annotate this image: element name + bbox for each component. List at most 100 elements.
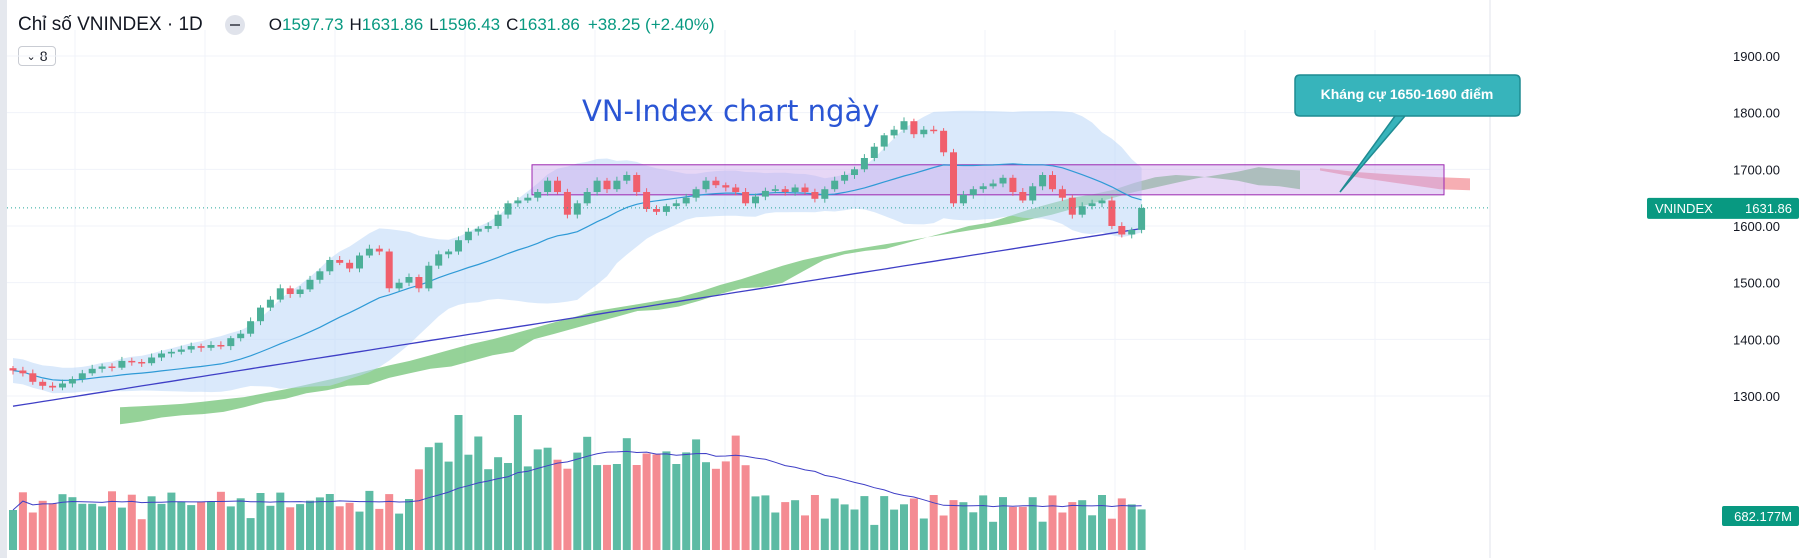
volume-bar (38, 500, 47, 550)
candle-body (593, 180, 601, 192)
symbol-title[interactable]: Chỉ số VNINDEX · 1D (18, 14, 203, 35)
candle (316, 268, 324, 284)
long-ma-line (12, 227, 1142, 407)
volume-bar (504, 463, 512, 550)
volume-bar (68, 497, 77, 550)
volume-bar (909, 498, 918, 550)
volume-bar (563, 468, 572, 550)
volume-bar (1048, 495, 1057, 550)
candle (276, 284, 284, 303)
y-tick-label: 1300.00 (1733, 389, 1780, 404)
candle-body (474, 228, 482, 232)
candle (504, 200, 512, 219)
volume-bar (98, 506, 107, 550)
candle (1058, 185, 1066, 202)
volume-bar (969, 512, 978, 550)
candle (860, 154, 868, 173)
volume-bar (177, 501, 186, 550)
candle (1009, 174, 1017, 196)
volume-bar (365, 490, 374, 550)
candle (385, 248, 393, 293)
volume-bar (513, 415, 522, 550)
candle (346, 259, 354, 273)
candle-body (187, 346, 195, 350)
candle-body (9, 368, 17, 371)
candle-body (425, 265, 433, 289)
candle (326, 256, 334, 275)
candle-body (1039, 175, 1047, 187)
candle (880, 133, 888, 151)
candle-body (950, 152, 957, 204)
candle (732, 184, 740, 196)
candle (811, 188, 819, 203)
candle-body (19, 370, 27, 374)
volume-bar (731, 435, 740, 550)
volume-bar (315, 497, 324, 550)
candle (1098, 198, 1106, 208)
candle (336, 256, 344, 266)
volume-bar (919, 518, 928, 550)
candle-body (860, 158, 868, 170)
candle-body (643, 192, 651, 209)
volume-bar (662, 451, 671, 550)
candles (9, 117, 1146, 391)
volume-bar (157, 503, 166, 550)
candle-body (435, 254, 443, 266)
candle (989, 179, 997, 189)
bollinger-band (13, 110, 1142, 394)
candle-body (118, 360, 126, 368)
candle (395, 278, 403, 291)
volume-bar (286, 507, 295, 550)
candle-body (524, 197, 532, 201)
candle-body (692, 189, 700, 198)
candle (890, 125, 898, 139)
volume-bar (533, 449, 542, 550)
candle-body (1009, 177, 1017, 192)
volume-bar (414, 469, 423, 550)
candle-body (702, 180, 710, 190)
candle-body (534, 192, 542, 198)
volume-bar (1058, 512, 1067, 550)
chart-title: VN-Index chart ngày (582, 94, 879, 128)
volume-bar (583, 436, 592, 550)
candle-body (405, 277, 413, 283)
candle (781, 186, 789, 196)
volume-bar (9, 510, 17, 550)
volume-bar (58, 494, 67, 550)
candle (554, 176, 561, 195)
volume-bar (860, 496, 869, 550)
candle (148, 353, 156, 366)
volume-bar (494, 457, 503, 550)
candle-body (1098, 200, 1106, 204)
eye-icon[interactable] (224, 15, 245, 35)
y-tick-label: 1700.00 (1733, 162, 1780, 177)
volume-bar (702, 462, 710, 550)
candle-body (781, 189, 789, 192)
candle-body (831, 180, 839, 190)
candle (266, 296, 274, 311)
candle-body (276, 288, 284, 300)
candle (375, 245, 383, 256)
volume-ma-line (12, 450, 1142, 511)
volume-bar (296, 504, 305, 550)
volume-bar (711, 468, 720, 550)
candle (643, 188, 651, 212)
volume-bar (721, 461, 730, 550)
candle-body (128, 360, 136, 363)
candle (692, 186, 700, 202)
candle-body (603, 180, 611, 190)
candle-body (108, 366, 116, 368)
candle-body (464, 231, 472, 241)
candle (118, 356, 126, 370)
candle (573, 200, 581, 219)
candle (415, 274, 423, 293)
candle (959, 190, 967, 206)
candle-body (1108, 200, 1116, 226)
candle-body (39, 381, 47, 386)
volume-bar (741, 465, 750, 550)
volume-bar (484, 469, 493, 550)
volume-bar (850, 509, 859, 550)
candle (78, 369, 86, 383)
